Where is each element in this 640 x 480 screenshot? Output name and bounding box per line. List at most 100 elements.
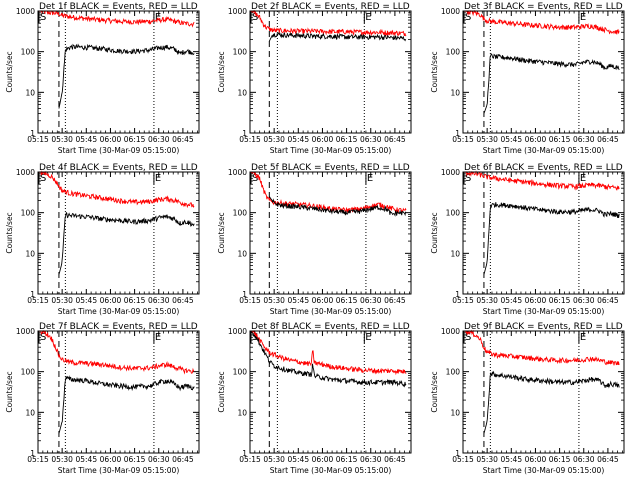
- plot-frame: [249, 330, 412, 454]
- y-tick-label: 1000: [228, 168, 247, 177]
- lld-rate-line: [37, 10, 195, 28]
- x-tick-label: 06:45: [172, 455, 194, 464]
- x-tick-label: 06:30: [360, 296, 382, 305]
- y-tick-label: 10: [25, 408, 35, 417]
- x-tick-label: 06:30: [573, 296, 595, 305]
- x-tick-label: 05:15: [27, 135, 49, 144]
- y-tick-label: 100: [233, 48, 248, 57]
- x-tick-label: 05:30: [51, 296, 73, 305]
- plot-frame: [462, 10, 625, 134]
- x-tick-label: 06:15: [124, 455, 146, 464]
- x-tick-label: 06:15: [336, 135, 358, 144]
- y-tick-label: 100: [21, 209, 36, 218]
- chart-title: Det 3f BLACK = Events, RED = LLD: [464, 2, 623, 12]
- x-tick-label: 06:45: [597, 455, 619, 464]
- y-tick-label: 1000: [441, 327, 460, 336]
- x-tick-label: 05:30: [476, 296, 498, 305]
- start-flag-label: S: [252, 12, 258, 23]
- chart-title: Det 7f BLACK = Events, RED = LLD: [39, 322, 198, 332]
- end-flag-label: E: [155, 332, 161, 343]
- y-tick-label: 1000: [441, 7, 460, 16]
- chart-title: Det 1f BLACK = Events, RED = LLD: [39, 2, 198, 12]
- chart-panel-6: Det 6f BLACK = Events, RED = LLD Counts/s…: [430, 163, 625, 316]
- lld-rate-line: [249, 329, 407, 376]
- x-tick-label: 06:45: [597, 296, 619, 305]
- y-tick-label: 100: [446, 48, 461, 57]
- y-tick-label: 10: [450, 88, 460, 97]
- chart-panel-1: Det 1f BLACK = Events, RED = LLD Counts/s…: [5, 2, 200, 155]
- events-rate-line: [58, 211, 195, 275]
- events-rate-line: [249, 330, 407, 388]
- y-tick-label: 1: [30, 290, 35, 299]
- end-flag-label: E: [580, 173, 586, 184]
- x-tick-label: 06:15: [124, 135, 146, 144]
- x-tick-label: 05:30: [263, 135, 285, 144]
- start-flag-label: S: [465, 332, 471, 343]
- x-tick-label: 06:45: [384, 135, 406, 144]
- y-tick-label: 1: [30, 449, 35, 458]
- y-tick-label: 1000: [16, 7, 35, 16]
- chart-panel-2: Det 2f BLACK = Events, RED = LLD Counts/s…: [217, 2, 412, 155]
- x-tick-label: 06:15: [549, 296, 571, 305]
- x-axis-label: Start Time (30-Mar-09 05:15:00): [58, 466, 180, 475]
- events-rate-line: [483, 53, 620, 114]
- x-tick-label: 06:30: [148, 296, 170, 305]
- events-rate-line: [58, 375, 195, 434]
- x-tick-label: 05:30: [476, 135, 498, 144]
- y-tick-label: 10: [237, 249, 247, 258]
- y-tick-label: 1: [242, 290, 247, 299]
- x-tick-label: 06:00: [312, 296, 334, 305]
- x-axis-label: Start Time (30-Mar-09 05:15:00): [483, 146, 605, 155]
- x-tick-label: 06:00: [525, 296, 547, 305]
- x-tick-label: 06:00: [525, 455, 547, 464]
- x-axis-label: Start Time (30-Mar-09 05:15:00): [58, 307, 180, 316]
- chart-title: Det 9f BLACK = Events, RED = LLD: [464, 322, 623, 332]
- chart-panel-5: Det 5f BLACK = Events, RED = LLD Counts/s…: [217, 163, 412, 316]
- y-axis-label: Counts/sec: [217, 371, 226, 412]
- lld-rate-line: [37, 170, 195, 209]
- y-tick-label: 1000: [228, 7, 247, 16]
- plot-frame: [37, 330, 200, 454]
- x-tick-label: 05:45: [75, 296, 97, 305]
- x-tick-label: 05:30: [51, 455, 73, 464]
- y-tick-label: 1: [30, 129, 35, 138]
- events-rate-line: [483, 202, 620, 275]
- y-tick-label: 1: [455, 449, 460, 458]
- chart-panel-7: Det 7f BLACK = Events, RED = LLD Counts/s…: [5, 322, 200, 475]
- x-tick-label: 05:45: [500, 135, 522, 144]
- end-flag-label: E: [580, 332, 586, 343]
- x-axis-label: Start Time (30-Mar-09 05:15:00): [270, 307, 392, 316]
- plot-frame: [37, 171, 200, 295]
- chart-title: Det 8f BLACK = Events, RED = LLD: [251, 322, 410, 332]
- chart-title: Det 2f BLACK = Events, RED = LLD: [251, 2, 410, 12]
- x-tick-label: 06:45: [384, 455, 406, 464]
- plot-frame: [249, 171, 412, 295]
- end-flag-label: E: [365, 12, 371, 23]
- lld-rate-line: [462, 9, 620, 35]
- y-axis-label: Counts/sec: [5, 371, 14, 412]
- y-tick-label: 100: [21, 368, 36, 377]
- lld-rate-line: [462, 170, 620, 191]
- end-flag-label: E: [367, 173, 373, 184]
- x-tick-label: 05:45: [500, 455, 522, 464]
- y-tick-label: 1000: [16, 327, 35, 336]
- y-axis-label: Counts/sec: [217, 212, 226, 253]
- events-rate-line: [483, 370, 620, 434]
- x-tick-label: 05:15: [239, 296, 261, 305]
- y-tick-label: 1000: [228, 327, 247, 336]
- x-axis-label: Start Time (30-Mar-09 05:15:00): [483, 466, 605, 475]
- plot-frame: [37, 10, 200, 134]
- x-tick-label: 06:30: [573, 455, 595, 464]
- y-tick-label: 100: [233, 368, 248, 377]
- plot-frame: [462, 171, 625, 295]
- y-axis-label: Counts/sec: [217, 51, 226, 92]
- x-tick-label: 06:15: [336, 455, 358, 464]
- lld-rate-line: [462, 329, 620, 366]
- x-axis-label: Start Time (30-Mar-09 05:15:00): [270, 146, 392, 155]
- events-rate-line: [58, 43, 195, 109]
- x-axis-label: Start Time (30-Mar-09 05:15:00): [483, 307, 605, 316]
- chart-panel-4: Det 4f BLACK = Events, RED = LLD Counts/s…: [5, 163, 200, 316]
- y-tick-label: 1: [455, 129, 460, 138]
- x-tick-label: 05:30: [263, 455, 285, 464]
